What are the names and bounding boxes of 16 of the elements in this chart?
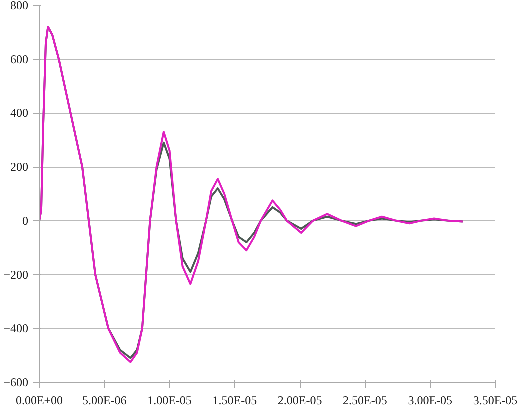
x-tick-label: 3.50E-05 [473,394,518,408]
x-tick-label: 3.00E-05 [408,394,453,408]
y-tick-label: 800 [10,0,28,12]
y-tick-label: 200 [10,160,28,174]
y-tick-label: −400 [4,322,29,336]
x-tick-label: 1.00E-05 [148,394,192,408]
y-tick-label: 400 [10,106,28,120]
y-tick-label: −200 [4,268,29,282]
x-tick-label: 1.50E-05 [212,394,258,408]
y-tick-label: −600 [4,376,29,390]
x-tick-label: 2.50E-05 [343,394,388,408]
x-tick-label: 0.00E+00 [16,394,64,408]
x-tick-label: 5.00E-06 [82,394,127,408]
y-tick-label: 0 [22,214,28,228]
x-tick-label: 2.00E-05 [278,394,322,408]
y-tick-label: 600 [10,52,28,66]
